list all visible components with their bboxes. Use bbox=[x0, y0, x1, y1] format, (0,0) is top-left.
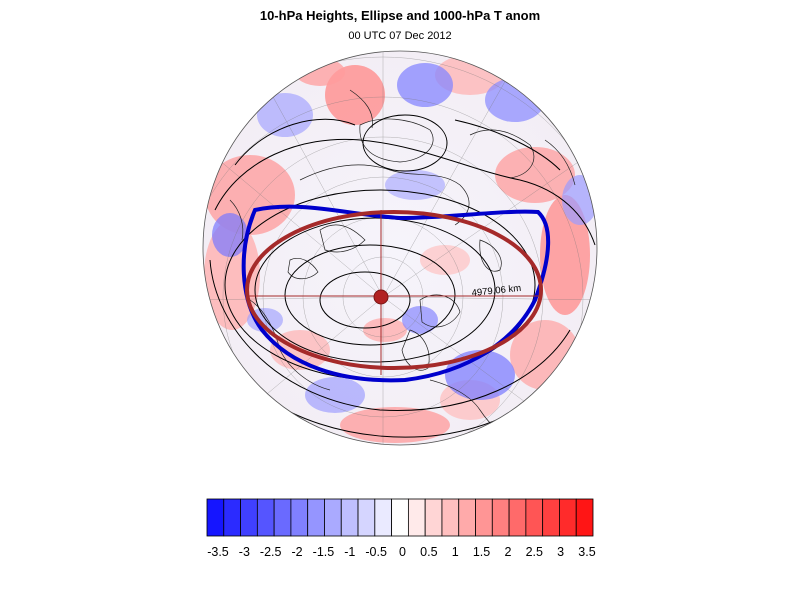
colorbar-tick-label: 0.5 bbox=[420, 545, 437, 559]
colorbar-boxes bbox=[206, 498, 594, 537]
coastlines bbox=[229, 89, 576, 441]
colorbar-box bbox=[575, 498, 594, 537]
colorbar-tick-label: -1.5 bbox=[313, 545, 335, 559]
plot-title: 10-hPa Heights, Ellipse and 1000-hPa T a… bbox=[259, 8, 541, 23]
colorbar-box bbox=[458, 498, 476, 537]
colorbar-box bbox=[424, 498, 443, 537]
colorbar-box bbox=[307, 498, 325, 537]
plot-subtitle: 00 UTC 07 Dec 2012 bbox=[348, 30, 452, 42]
colorbar-box bbox=[559, 498, 577, 537]
colorbar-tick-label: -2.5 bbox=[260, 545, 282, 559]
colorbar-tick-label: -2 bbox=[292, 545, 303, 559]
graticule bbox=[203, 51, 597, 445]
colorbar-tick-label: -3 bbox=[239, 545, 250, 559]
colorbar-box bbox=[475, 498, 493, 537]
colorbar-box bbox=[324, 498, 342, 537]
vortex-edge-contour bbox=[241, 204, 551, 383]
colorbar-box bbox=[256, 498, 275, 537]
colorbar-box bbox=[391, 498, 409, 537]
colorbar-tick-label: 3.5 bbox=[578, 545, 595, 559]
colorbar-box bbox=[240, 498, 258, 537]
colorbar-box bbox=[508, 498, 527, 537]
colorbar-tick-label: -3.5 bbox=[207, 545, 229, 559]
contour-length-label: 4979.06 km bbox=[471, 283, 522, 299]
colorbar-box bbox=[374, 498, 393, 537]
colorbar-box bbox=[223, 498, 241, 537]
globe-outline bbox=[202, 50, 598, 446]
fitted-ellipse bbox=[245, 210, 543, 370]
colorbar-tick-label: -1 bbox=[344, 545, 355, 559]
colorbar-box bbox=[542, 498, 560, 537]
colorbar-tick-label: 2 bbox=[504, 545, 511, 559]
colorbar-tick-label: 1 bbox=[452, 545, 459, 559]
colorbar-box bbox=[357, 498, 376, 537]
colorbar-tick-label: 1.5 bbox=[473, 545, 490, 559]
colorbar-box bbox=[340, 498, 359, 537]
colorbar-box bbox=[441, 498, 460, 537]
colorbar-box bbox=[206, 498, 225, 537]
colorbar-tick-label: 0 bbox=[399, 545, 406, 559]
colorbar-tick-labels: -3.5 -3 -2.5 -2 -1.5 -1 -0.5 0 0.5 1 1.5 2 2.5 3 3.5 bbox=[207, 545, 596, 559]
colorbar-tick-label: -0.5 bbox=[365, 545, 387, 559]
colorbar-tick-label: 3 bbox=[557, 545, 564, 559]
colorbar-box bbox=[525, 498, 544, 537]
vortex-centroid-marker bbox=[373, 289, 389, 305]
colorbar-box bbox=[273, 498, 292, 537]
colorbar-box bbox=[491, 498, 510, 537]
colorbar-box bbox=[407, 498, 426, 537]
colorbar-tick-label: 2.5 bbox=[526, 545, 543, 559]
colorbar-box bbox=[290, 498, 309, 537]
